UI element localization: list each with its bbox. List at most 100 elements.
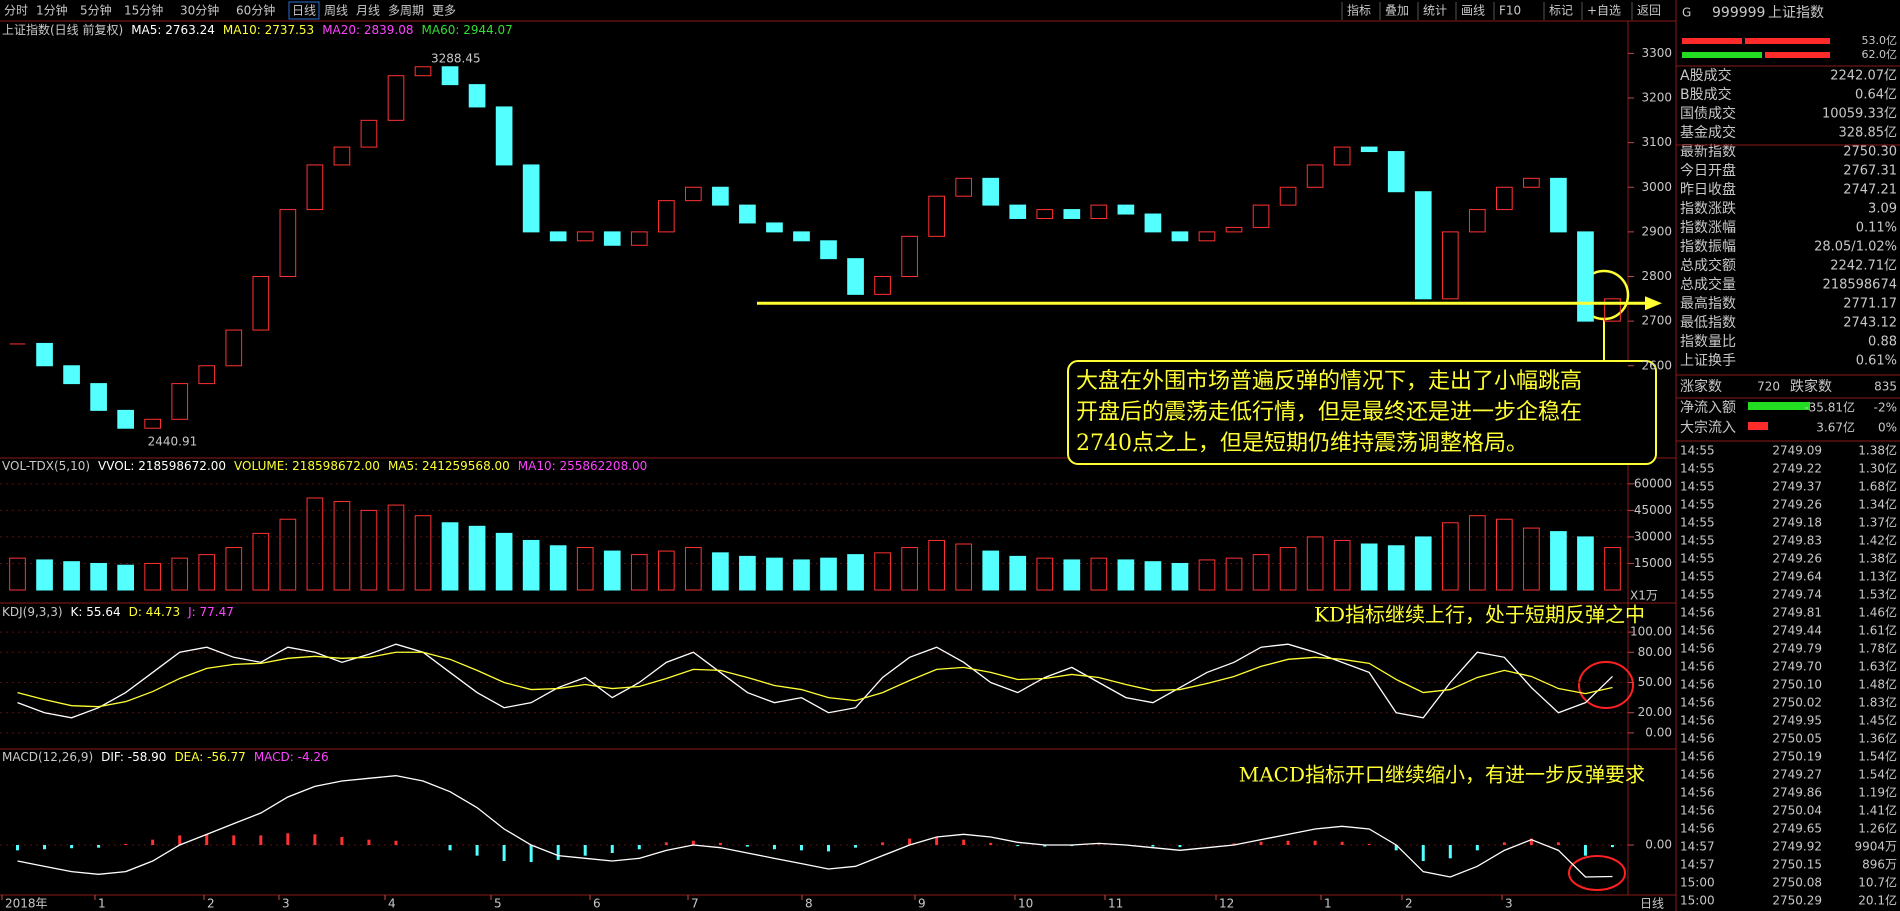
quote-value: 2242.71亿 [1830,259,1897,274]
x-tick-label: 9 [918,897,926,911]
quote-label: B股成交 [1680,86,1732,103]
bar-decoration [1682,52,1762,58]
tick-volume: 1.78亿 [1858,641,1897,656]
period-label: 日线 [1640,897,1664,911]
y-tick-label: 20.00 [1638,705,1672,719]
candle [549,231,567,242]
volume-bar [279,518,297,591]
quote-value: 2747.21 [1843,183,1897,198]
toolbar-tab[interactable]: 更多 [432,4,456,18]
toolbar-tab[interactable]: 30分钟 [180,3,219,18]
volume-bar [1550,531,1567,591]
volume-bar [1171,562,1189,591]
tick-volume: 1.36亿 [1858,731,1897,746]
toolbar-tab[interactable]: 多周期 [388,4,424,18]
tick-price: 2750.05 [1772,732,1822,746]
volume-bar [1387,545,1405,591]
volume-bar [874,552,891,591]
bar-value: 53.0亿 [1862,34,1898,47]
tick-volume: 1.38亿 [1858,551,1897,566]
volume-bar [630,554,648,591]
toolbar-button[interactable]: 画线 [1461,4,1485,18]
volume-bar [414,515,432,591]
toolbar-tab[interactable]: 周线 [324,4,348,18]
tick-volume: 896万 [1862,858,1897,872]
candle [495,106,513,166]
candle [225,329,243,367]
toolbar-tab[interactable]: 分时 [4,4,28,18]
indicator-line [17,651,1613,708]
toolbar-button[interactable]: 标记 [1549,4,1573,18]
panel-header: MACD(12,26,9) DIF: -58.90 DEA: -56.77 MACD:… [2,750,329,764]
tick-price: 2750.29 [1772,894,1822,908]
candle [360,119,378,148]
tick-price: 2750.08 [1772,876,1822,890]
volume-bar [1360,543,1378,591]
tick-time: 14:56 [1680,804,1715,818]
x-tick-label: 10 [1018,897,1033,911]
header-item: MA20: 2839.08 [322,23,413,37]
y-tick-label: 45000 [1634,503,1672,517]
tick-price: 2749.92 [1772,840,1822,854]
volume-bar [766,557,783,591]
tick-time: 14:56 [1680,822,1715,836]
x-tick-label: 12 [1219,897,1234,911]
toolbar-tab[interactable]: 月线 [356,4,380,18]
volume-bar [1144,561,1162,591]
toolbar-tab[interactable]: 15分钟 [124,3,163,18]
breadth-value: 720 [1757,380,1780,394]
volume-bar [333,501,351,591]
volume-bar [739,555,756,591]
volume-bar [1225,557,1243,591]
toolbar-button[interactable]: 指标 [1347,3,1371,18]
candle [739,204,756,224]
quote-label: 总成交量 [1680,276,1736,293]
volume-bar [144,562,162,591]
toolbar-tab[interactable]: 日线 [292,4,316,18]
volume-bar [468,525,486,591]
tick-volume: 1.45亿 [1858,713,1897,728]
tick-price: 2749.44 [1772,624,1822,638]
y-tick-label: 2700 [1641,314,1672,328]
quote-label: 指数涨幅 [1680,220,1736,236]
tick-time: 14:55 [1680,516,1715,530]
tick-volume: 1.34亿 [1858,497,1897,512]
tick-volume: 1.19亿 [1858,785,1897,800]
toolbar-button[interactable]: F10 [1499,4,1521,18]
flow-label: 净流入额 [1680,400,1736,416]
toolbar-button[interactable]: 统计 [1423,4,1447,18]
candle [1387,151,1405,193]
tick-price: 2750.10 [1772,678,1822,692]
toolbar-button[interactable]: 返回 [1637,4,1661,18]
candle [468,84,486,108]
header-item: 上证指数(日线 前复权) [2,22,123,37]
x-tick-label: 11 [1108,897,1123,911]
toolbar-tab[interactable]: 1分钟 [36,3,68,18]
quote-label: 国债成交 [1680,105,1736,122]
tick-volume: 1.68亿 [1858,479,1897,494]
toolbar-tab[interactable]: 60分钟 [236,3,275,18]
x-tick-label: 2018年 [5,897,48,911]
tick-time: 14:56 [1680,660,1715,674]
header-item: VOL-TDX(5,10) [2,459,90,473]
tick-volume: 1.13亿 [1858,569,1897,584]
quote-value: 0.88 [1868,335,1897,350]
candle [1468,209,1486,233]
candle [820,240,837,260]
volume-bar [793,559,810,591]
toolbar-tab[interactable]: 5分钟 [80,3,112,18]
tick-volume: 1.63亿 [1858,659,1897,674]
quote-label: 基金成交 [1680,124,1736,141]
tick-time: 14:55 [1680,534,1715,548]
quote-label: 总成交额 [1680,257,1736,274]
header-item: MA5: 2763.24 [131,23,215,37]
volume-bar [360,509,378,591]
toolbar-button[interactable]: 叠加 [1385,4,1409,18]
breadth-value: 835 [1874,380,1897,394]
bar-decoration [1745,38,1830,44]
tick-price: 2749.83 [1772,534,1822,548]
tick-volume: 1.54亿 [1858,749,1897,764]
tick-volume: 1.42亿 [1858,533,1897,548]
tick-volume: 1.61亿 [1858,623,1897,638]
toolbar-button[interactable]: +自选 [1587,4,1621,18]
